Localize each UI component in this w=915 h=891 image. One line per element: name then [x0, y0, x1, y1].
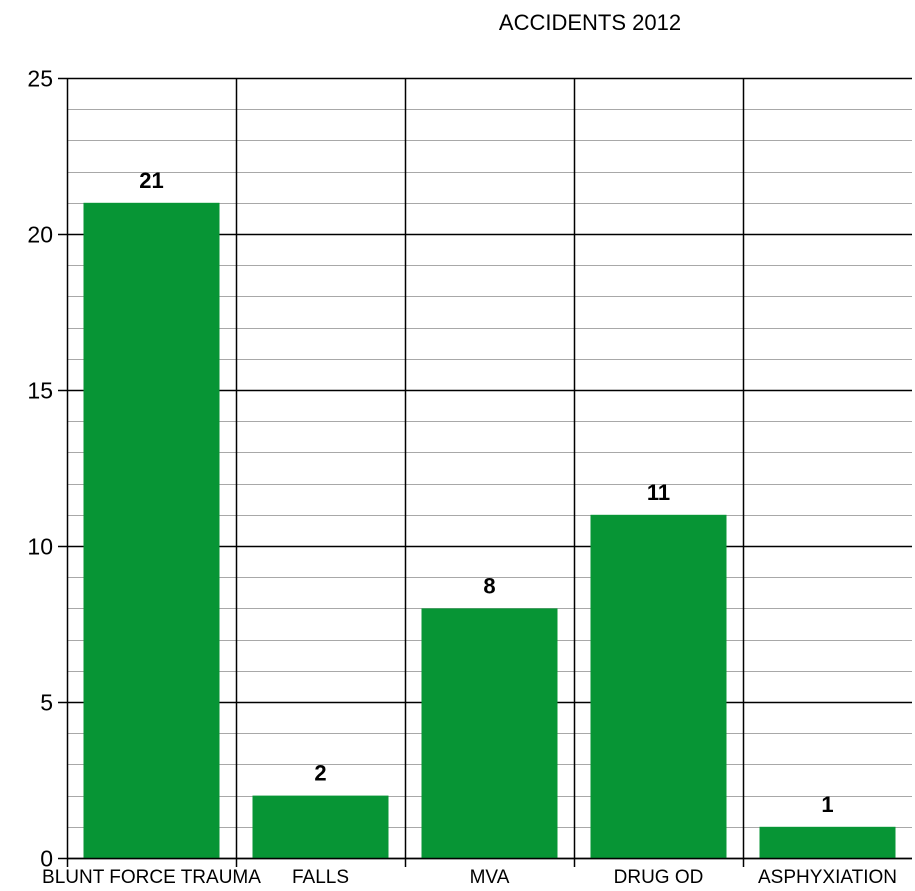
y-tick-label: 5 [40, 690, 53, 716]
bar [252, 795, 389, 858]
x-tick-label: ASPHYXIATION [758, 867, 897, 888]
bar [83, 202, 220, 859]
bar [759, 826, 896, 858]
y-tick-label: 15 [27, 378, 53, 404]
y-tick-label: 10 [27, 534, 53, 560]
bars [83, 202, 896, 859]
x-tick-label: DRUG OD [614, 867, 704, 888]
x-tick-label: MVA [470, 867, 510, 888]
bar-value-label: 1 [821, 792, 833, 817]
y-tick-label: 25 [27, 66, 53, 92]
bar-value-label: 11 [647, 480, 670, 505]
y-tick-label: 20 [27, 222, 53, 248]
x-tick-label: FALLS [292, 867, 349, 888]
bar [421, 608, 558, 858]
bar-value-label: 21 [139, 168, 163, 193]
y-tick-labels: 0 5 10 15 20 25 [27, 66, 53, 872]
chart-title: ACCIDENTS 2012 [499, 10, 681, 35]
bar-value-label: 8 [483, 573, 495, 598]
bar [590, 514, 727, 858]
x-tick-label: BLUNT FORCE TRAUMA [42, 867, 261, 888]
axes [66, 78, 912, 867]
y-tick-label: 0 [40, 846, 53, 872]
x-tick-labels: BLUNT FORCE TRAUMA FALLS MVA DRUG OD ASPHYXI… [42, 867, 897, 888]
bar-value-label: 2 [314, 761, 326, 786]
